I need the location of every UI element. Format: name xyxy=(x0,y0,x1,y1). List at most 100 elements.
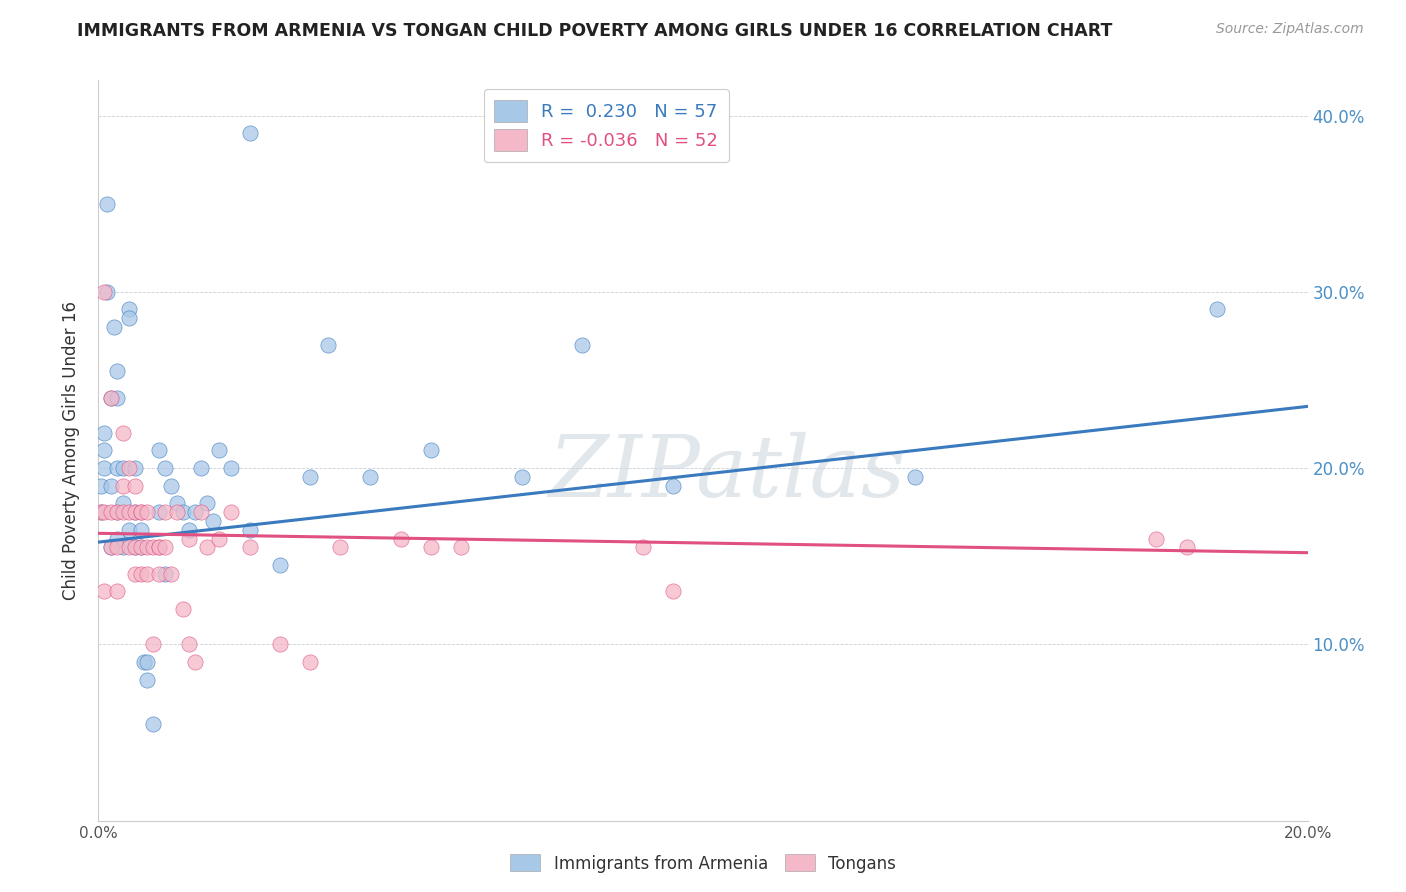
Point xyxy=(208,532,231,546)
Point xyxy=(148,541,170,555)
Point xyxy=(105,532,128,546)
Point xyxy=(202,514,225,528)
Point xyxy=(360,470,382,484)
Point xyxy=(179,532,201,546)
Point xyxy=(142,716,165,731)
Point xyxy=(100,541,122,555)
Point xyxy=(420,443,443,458)
Point xyxy=(111,541,134,555)
Point xyxy=(93,285,115,299)
Point xyxy=(135,541,157,555)
Point xyxy=(153,541,176,555)
Point xyxy=(129,505,152,519)
Point xyxy=(105,584,128,599)
Point xyxy=(118,523,141,537)
Point xyxy=(142,637,165,651)
Point xyxy=(160,566,183,581)
Point xyxy=(118,461,141,475)
Point xyxy=(135,673,157,687)
Legend: Immigrants from Armenia, Tongans: Immigrants from Armenia, Tongans xyxy=(503,847,903,880)
Point xyxy=(124,541,146,555)
Point xyxy=(135,505,157,519)
Point xyxy=(103,320,125,334)
Point xyxy=(132,655,155,669)
Point xyxy=(631,541,654,555)
Y-axis label: Child Poverty Among Girls Under 16: Child Poverty Among Girls Under 16 xyxy=(62,301,80,600)
Point xyxy=(129,523,152,537)
Point xyxy=(111,505,134,519)
Point xyxy=(299,470,322,484)
Point xyxy=(118,541,141,555)
Point xyxy=(118,311,141,326)
Point xyxy=(148,443,170,458)
Point xyxy=(100,391,122,405)
Point xyxy=(100,505,122,519)
Text: Source: ZipAtlas.com: Source: ZipAtlas.com xyxy=(1216,22,1364,37)
Point xyxy=(111,496,134,510)
Point xyxy=(124,541,146,555)
Point xyxy=(239,541,262,555)
Point xyxy=(111,479,134,493)
Point xyxy=(172,505,194,519)
Point xyxy=(172,602,194,616)
Point xyxy=(153,566,176,581)
Point xyxy=(166,505,188,519)
Point xyxy=(148,566,170,581)
Point xyxy=(105,505,128,519)
Point xyxy=(1206,302,1229,317)
Point xyxy=(510,470,533,484)
Point xyxy=(269,637,291,651)
Point xyxy=(221,461,243,475)
Point xyxy=(190,505,212,519)
Point xyxy=(93,505,115,519)
Point xyxy=(105,364,128,378)
Text: ZIPatlas: ZIPatlas xyxy=(548,432,905,514)
Point xyxy=(179,523,201,537)
Point xyxy=(93,425,115,440)
Point xyxy=(100,541,122,555)
Point xyxy=(129,566,152,581)
Point xyxy=(100,391,122,405)
Point xyxy=(142,541,165,555)
Point xyxy=(1144,532,1167,546)
Text: IMMIGRANTS FROM ARMENIA VS TONGAN CHILD POVERTY AMONG GIRLS UNDER 16 CORRELATION: IMMIGRANTS FROM ARMENIA VS TONGAN CHILD … xyxy=(77,22,1112,40)
Point xyxy=(195,496,218,510)
Point xyxy=(111,461,134,475)
Point xyxy=(148,505,170,519)
Point xyxy=(299,655,322,669)
Point xyxy=(96,285,118,299)
Point xyxy=(1175,541,1198,555)
Point xyxy=(100,479,122,493)
Point xyxy=(184,505,207,519)
Point xyxy=(129,541,152,555)
Point xyxy=(571,337,593,351)
Point xyxy=(221,505,243,519)
Point xyxy=(111,425,134,440)
Point xyxy=(208,443,231,458)
Point xyxy=(661,584,683,599)
Point xyxy=(93,443,115,458)
Point xyxy=(93,584,115,599)
Point xyxy=(450,541,472,555)
Point xyxy=(105,541,128,555)
Point xyxy=(190,461,212,475)
Point xyxy=(148,541,170,555)
Point xyxy=(96,196,118,211)
Point xyxy=(153,461,176,475)
Point xyxy=(389,532,412,546)
Point xyxy=(153,505,176,519)
Point xyxy=(90,479,112,493)
Point xyxy=(166,496,188,510)
Point xyxy=(329,541,352,555)
Point xyxy=(179,637,201,651)
Point xyxy=(129,505,152,519)
Point xyxy=(135,566,157,581)
Point xyxy=(90,505,112,519)
Point xyxy=(105,391,128,405)
Point xyxy=(184,655,207,669)
Point xyxy=(105,461,128,475)
Point xyxy=(124,461,146,475)
Point xyxy=(118,505,141,519)
Point xyxy=(135,655,157,669)
Point xyxy=(239,523,262,537)
